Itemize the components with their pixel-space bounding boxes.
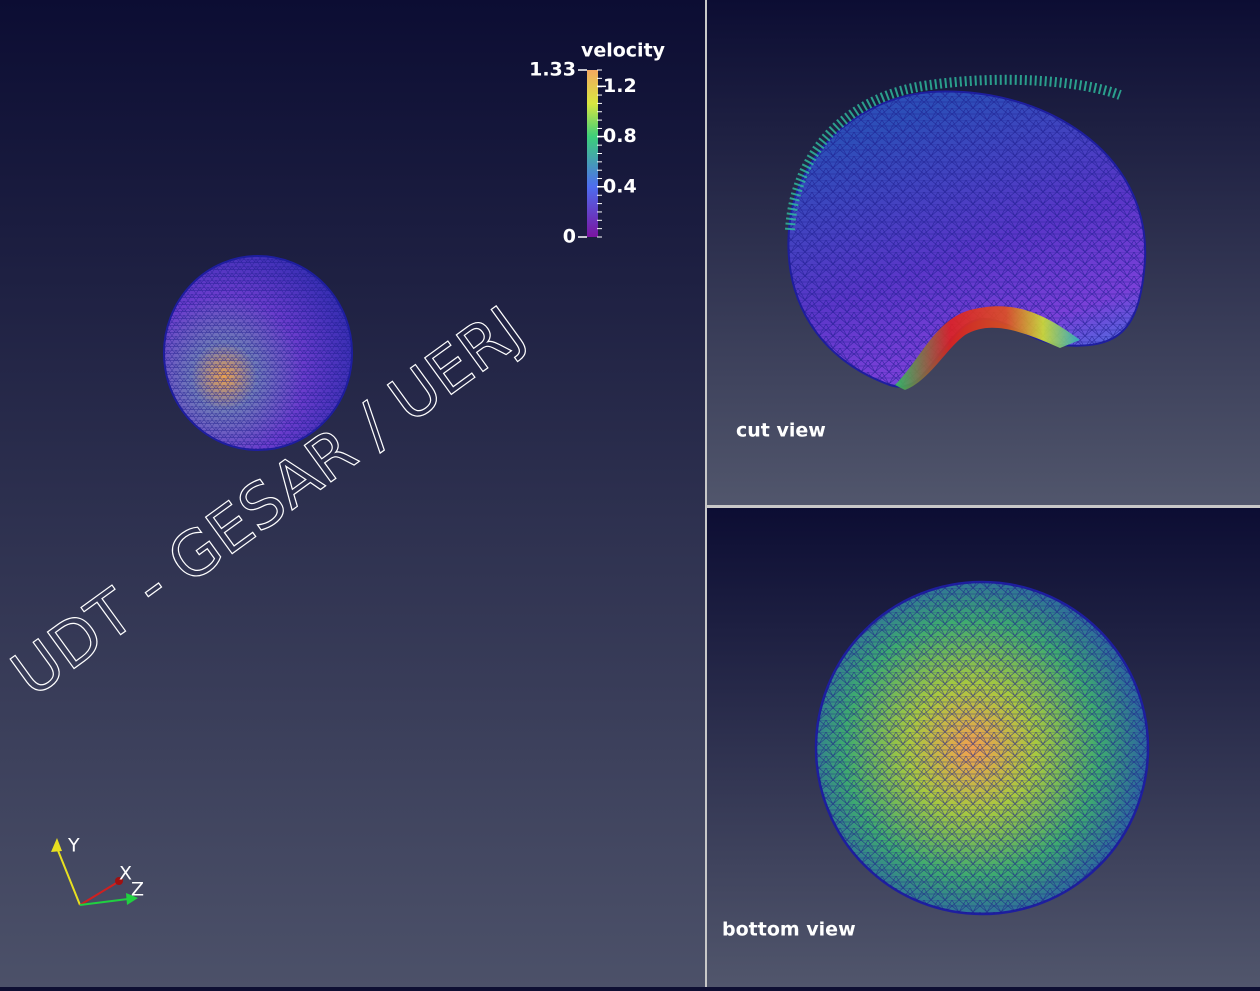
main-view [0,0,705,987]
colorbar: velocity 1.33 1.2 0.8 0.4 0 [529,40,666,248]
divider [707,505,1260,508]
view-label: cut view [736,420,826,442]
colorbar-tick-label: 1.2 [603,75,637,97]
cut-sphere [785,74,1147,390]
colorbar-title: velocity [581,40,666,62]
colorbar-gradient [587,70,598,237]
axis-z-label: Z [131,879,144,901]
divider [705,0,707,987]
bottom-sphere [814,580,1150,916]
colorbar-tick-label: 0 [563,226,576,248]
small-sphere [163,255,353,451]
axis-y-label: Y [67,835,80,857]
orientation-axes: Y X Z [51,835,144,906]
colorbar-tick-label: 1.33 [529,59,576,81]
view-label: bottom view [722,919,856,941]
colorbar-tick-label: 0.4 [603,175,637,197]
axis-x-label: X [119,863,132,885]
colorbar-tick-label: 0.8 [603,125,637,147]
